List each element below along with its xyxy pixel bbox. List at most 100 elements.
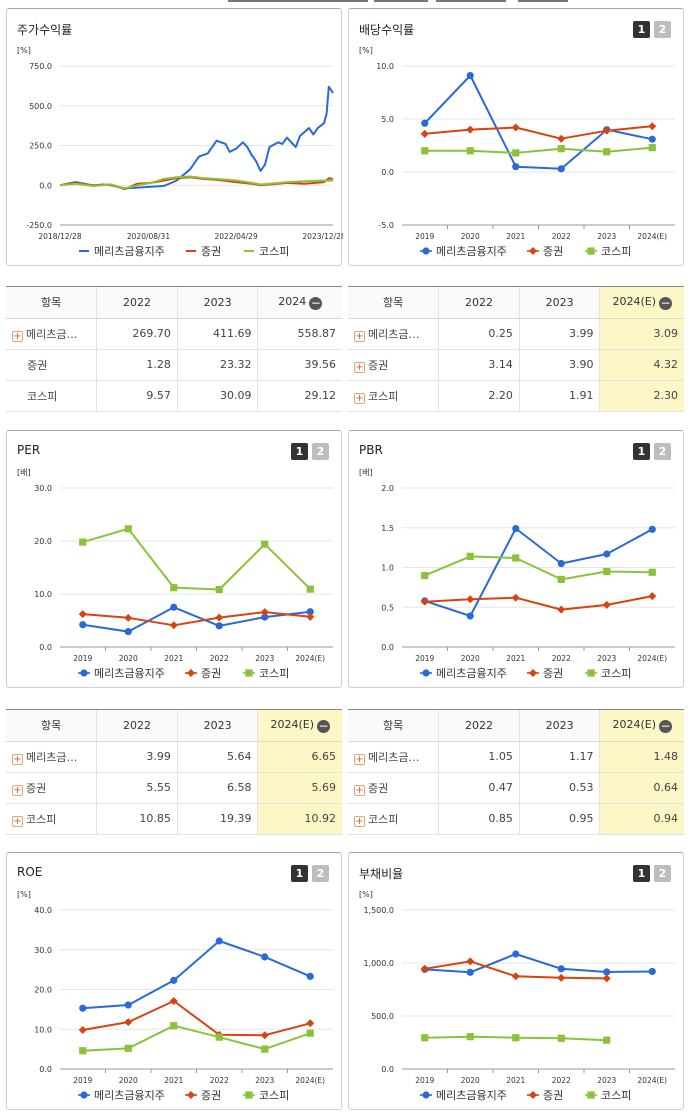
- x-tick-label: 2021: [506, 1076, 525, 1085]
- data-point: [648, 144, 656, 152]
- y-tick-label: 1,500.0: [363, 906, 394, 915]
- page-2-button[interactable]: 2: [654, 443, 671, 460]
- data-point: [245, 669, 253, 677]
- data-point: [261, 953, 269, 961]
- series-1: [59, 85, 334, 190]
- series-3: [59, 175, 334, 190]
- x-tick-label: 2024(E): [637, 654, 667, 663]
- data-point: [420, 597, 429, 606]
- x-tick-label: 2024(E): [637, 1076, 667, 1085]
- line-chart: [%]10.0 5.0 0.0 -5.0 2019 2020 2021 2022 2023 202…: [359, 46, 675, 258]
- data-point: [306, 585, 314, 593]
- data-point: [215, 937, 223, 945]
- data-point: [529, 247, 537, 255]
- data-point: [80, 1091, 88, 1099]
- y-tick-label: -5.0: [378, 221, 394, 230]
- expand-row-icon[interactable]: +: [354, 392, 365, 404]
- legend-label: 코스피: [601, 1089, 631, 1102]
- data-point: [421, 1034, 429, 1042]
- row-label[interactable]: + 메리츠금…: [6, 318, 97, 350]
- page-1-button[interactable]: 1: [291, 443, 308, 460]
- expand-row-icon[interactable]: +: [12, 753, 23, 765]
- expand-row-icon[interactable]: +: [354, 784, 365, 796]
- series-line: [424, 527, 653, 617]
- row-label[interactable]: + 메리츠금…: [348, 741, 439, 773]
- expand-row-icon[interactable]: +: [354, 330, 365, 342]
- x-tick-label: 2020/08/31: [127, 232, 170, 241]
- page-2-button[interactable]: 2: [312, 443, 329, 460]
- series-2: [78, 608, 315, 630]
- panel-title: ROE: [17, 865, 43, 879]
- row-label[interactable]: + 증권: [348, 772, 439, 804]
- page-2-button[interactable]: 2: [312, 865, 329, 882]
- collapse-column-icon[interactable]: −: [659, 718, 672, 733]
- row-label[interactable]: + 메리츠금…: [348, 318, 439, 350]
- x-tick-label: 2023: [597, 654, 616, 663]
- expand-row-icon[interactable]: +: [354, 815, 365, 827]
- expand-row-icon[interactable]: +: [354, 753, 365, 765]
- table-cell: 5.64: [176, 741, 258, 773]
- row-label: 코스피: [6, 380, 97, 412]
- row-label[interactable]: + 증권: [6, 772, 97, 804]
- y-tick-label: 0.0: [381, 1065, 394, 1074]
- collapse-column-icon[interactable]: −: [309, 295, 323, 310]
- row-label[interactable]: + 코스피: [348, 380, 439, 412]
- table-cell: 1.17: [518, 741, 600, 773]
- legend: 메리츠금융지주 증권 코스피: [78, 667, 289, 680]
- x-tick-label: 2020: [461, 654, 480, 663]
- collapse-column-icon[interactable]: −: [659, 295, 672, 310]
- legend-item: 증권: [185, 1089, 221, 1102]
- collapse-column-icon[interactable]: −: [317, 718, 330, 733]
- legend: 메리츠금융지주 증권 코스피: [78, 1089, 289, 1102]
- row-label[interactable]: + 코스피: [348, 803, 439, 835]
- table-cell: 9.57: [96, 380, 178, 412]
- data-point: [512, 950, 520, 958]
- expand-row-icon[interactable]: +: [12, 784, 23, 796]
- legend-label: 메리츠금융지주: [94, 1089, 165, 1102]
- data-point: [170, 976, 178, 984]
- column-header: 항목: [6, 287, 97, 319]
- x-tick-label: 2023/12/28: [302, 232, 343, 241]
- series-line: [424, 74, 653, 170]
- data-point: [261, 1045, 269, 1053]
- data-point: [79, 1047, 87, 1055]
- y-unit-label: [%]: [359, 890, 373, 899]
- page-1-button[interactable]: 1: [291, 865, 308, 882]
- pager: 1 2: [633, 21, 671, 38]
- x-tick-label: 2019: [415, 1076, 434, 1085]
- table-cell: 3.99: [96, 741, 178, 773]
- data-point: [512, 163, 520, 171]
- page-1-button[interactable]: 1: [633, 443, 650, 460]
- column-header: 2022: [96, 287, 178, 319]
- table-cell: 3.90: [518, 349, 600, 381]
- page-2-button[interactable]: 2: [654, 865, 671, 882]
- data-point: [557, 973, 566, 982]
- data-point: [648, 135, 656, 143]
- table-row: + 코스피 0.85 0.95 0.94: [348, 803, 684, 835]
- expand-row-icon[interactable]: +: [354, 361, 365, 373]
- panel-title: 부채비율: [359, 867, 404, 881]
- row-label[interactable]: + 증권: [348, 349, 439, 381]
- series-line: [59, 176, 334, 191]
- row-label[interactable]: + 메리츠금…: [6, 741, 97, 773]
- page-1-button[interactable]: 1: [633, 21, 650, 38]
- table-header-row: 항목 2022 2023 2024(E) −: [6, 710, 342, 742]
- table-row: + 메리츠금… 3.99 5.64 6.65: [6, 741, 342, 773]
- y-tick-label: 0.0: [39, 1065, 52, 1074]
- legend-item: 메리츠금융지주: [420, 667, 507, 680]
- data-point: [170, 1022, 178, 1030]
- table-cell: 10.92: [257, 803, 342, 835]
- row-label[interactable]: + 코스피: [6, 803, 97, 835]
- data-point: [648, 525, 656, 533]
- page-2-button[interactable]: 2: [654, 21, 671, 38]
- expand-row-icon[interactable]: +: [12, 330, 23, 342]
- data-point: [422, 669, 430, 677]
- data-point: [422, 247, 430, 255]
- page-1-button[interactable]: 1: [633, 865, 650, 882]
- legend-label: 메리츠금융지주: [94, 667, 165, 680]
- line-chart: [%] 750.0 500.0 250.0 0.0 -250.0 2018/12/28 202…: [17, 46, 343, 258]
- data-point: [603, 1036, 611, 1044]
- expand-row-icon[interactable]: +: [12, 815, 23, 827]
- column-header: 2023: [176, 287, 258, 319]
- data-point: [187, 669, 195, 677]
